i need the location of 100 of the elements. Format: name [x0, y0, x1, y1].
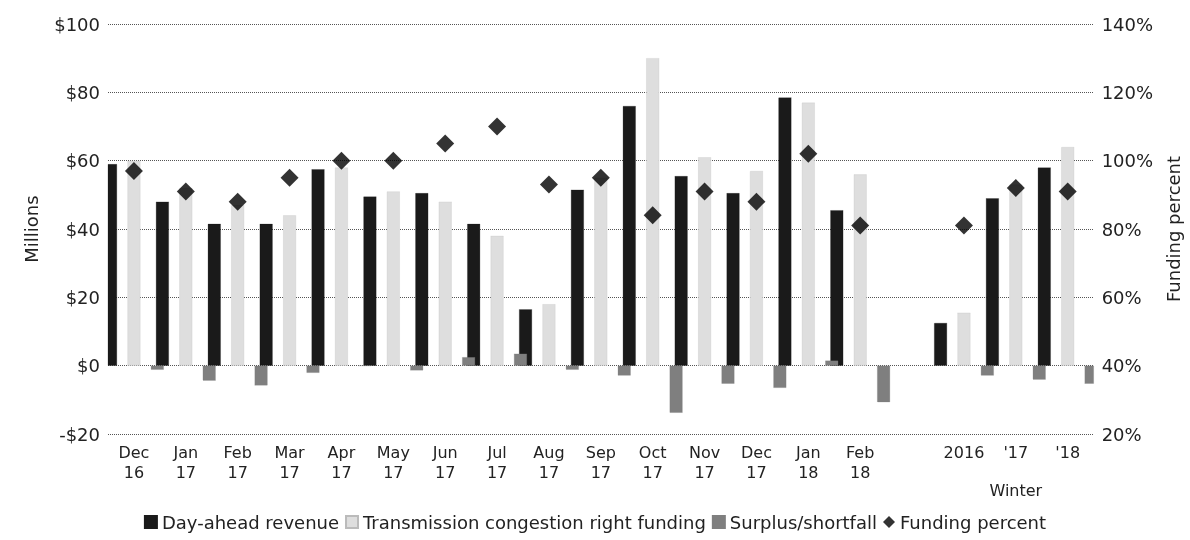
bar: [825, 360, 839, 366]
bar: [565, 365, 579, 370]
bar: [311, 169, 325, 366]
y2-tick-label: 60%: [1101, 286, 1142, 308]
bar: [1032, 365, 1046, 380]
bar: [617, 365, 631, 376]
x-tick-label: Jan 18: [794, 442, 821, 482]
y-tick-label: $60: [65, 150, 100, 172]
bar: [127, 160, 141, 366]
bar: [773, 365, 787, 388]
y2-tick-label: 140%: [1101, 13, 1154, 35]
bar: [1009, 184, 1023, 366]
y2-tick-label: 100%: [1101, 150, 1154, 172]
bar: [1037, 167, 1051, 366]
y2-tick-label: 20%: [1101, 423, 1142, 445]
bar: [570, 189, 584, 366]
x-tick-label: Jan 17: [172, 442, 199, 482]
x-tick-label: Oct 17: [638, 442, 667, 482]
x-tick-label: Dec 16: [118, 442, 150, 482]
y-tick-label: $0: [77, 355, 100, 377]
point: [954, 216, 973, 235]
bar: [490, 235, 504, 366]
y-axis-title: Millions: [20, 195, 42, 263]
bar: [259, 223, 273, 366]
bar: [155, 201, 169, 366]
point: [851, 216, 870, 235]
bar: [207, 223, 221, 366]
bar: [877, 365, 891, 403]
bar: [646, 58, 660, 366]
x-tick-label: Feb 17: [223, 442, 252, 482]
bar: [542, 304, 556, 366]
point: [436, 134, 455, 153]
point: [747, 192, 766, 211]
bar: [231, 205, 245, 366]
bar: [462, 357, 476, 366]
y-tick-label: $40: [65, 218, 100, 240]
text: Winter: [989, 480, 1043, 500]
bar: [386, 191, 400, 366]
bar: [778, 97, 792, 366]
bar: [150, 365, 164, 370]
point: [124, 161, 143, 180]
point: [332, 151, 351, 170]
x-tick-label: Mar 17: [274, 442, 306, 482]
bar: [283, 215, 297, 366]
bar: [334, 167, 348, 366]
x-tick-label: Apr 17: [327, 442, 356, 482]
x-tick-label: '17: [1003, 442, 1029, 462]
bar: [669, 365, 683, 413]
bar: [853, 174, 867, 366]
legend-label: Surplus/shortfall: [729, 511, 877, 533]
y-tick-label: $100: [54, 13, 100, 35]
bar: [622, 106, 636, 366]
bar: [957, 312, 971, 366]
x-tick-label: Feb 18: [846, 442, 875, 482]
y2-tick-label: 120%: [1101, 81, 1154, 103]
point: [176, 182, 195, 201]
point: [228, 192, 247, 211]
legend-label: Transmission congestion right funding: [362, 511, 706, 533]
bar: [980, 365, 994, 376]
y2-tick-label: 40%: [1101, 355, 1142, 377]
bar: [202, 365, 216, 381]
point: [1006, 179, 1025, 197]
y-tick-label: $80: [65, 81, 100, 103]
bar: [594, 177, 608, 366]
bar: [415, 193, 429, 366]
y-tick-label: -$20: [59, 423, 100, 445]
point: [591, 168, 610, 187]
bar: [438, 201, 452, 366]
x-tick-label: Dec 17: [740, 442, 772, 482]
x-tick-label: '18: [1055, 442, 1081, 462]
x-tick-label: May 17: [376, 442, 410, 482]
legend-label: Day-ahead revenue: [161, 511, 340, 533]
y2-axis-title: Funding percent: [1162, 155, 1184, 303]
bar: [254, 365, 268, 386]
bar: [726, 193, 740, 366]
x-tick-label: Nov 17: [688, 442, 721, 482]
x-tick-label: Jun 17: [431, 442, 458, 482]
point: [799, 144, 818, 163]
bar: [306, 365, 320, 373]
bar: [934, 322, 948, 366]
x-tick-label: Aug 17: [533, 442, 565, 482]
y-tick-label: $20: [65, 286, 100, 308]
bar: [985, 198, 999, 366]
bar: [674, 176, 688, 366]
point: [280, 168, 299, 187]
bar: [721, 365, 735, 384]
y2-tick-label: 80%: [1101, 218, 1142, 240]
x-tick-label: 2016: [943, 442, 985, 462]
bar: [467, 223, 481, 366]
bar: [410, 365, 424, 371]
point: [539, 175, 558, 194]
x-tick-label: Jul 17: [486, 442, 508, 482]
bar: [749, 170, 763, 366]
bar: [830, 210, 844, 366]
bar: [363, 196, 377, 366]
bar: [513, 353, 527, 366]
x-tick-label: Sep 17: [585, 442, 616, 482]
bar: [1061, 147, 1075, 366]
point: [695, 182, 714, 201]
point: [643, 206, 662, 225]
